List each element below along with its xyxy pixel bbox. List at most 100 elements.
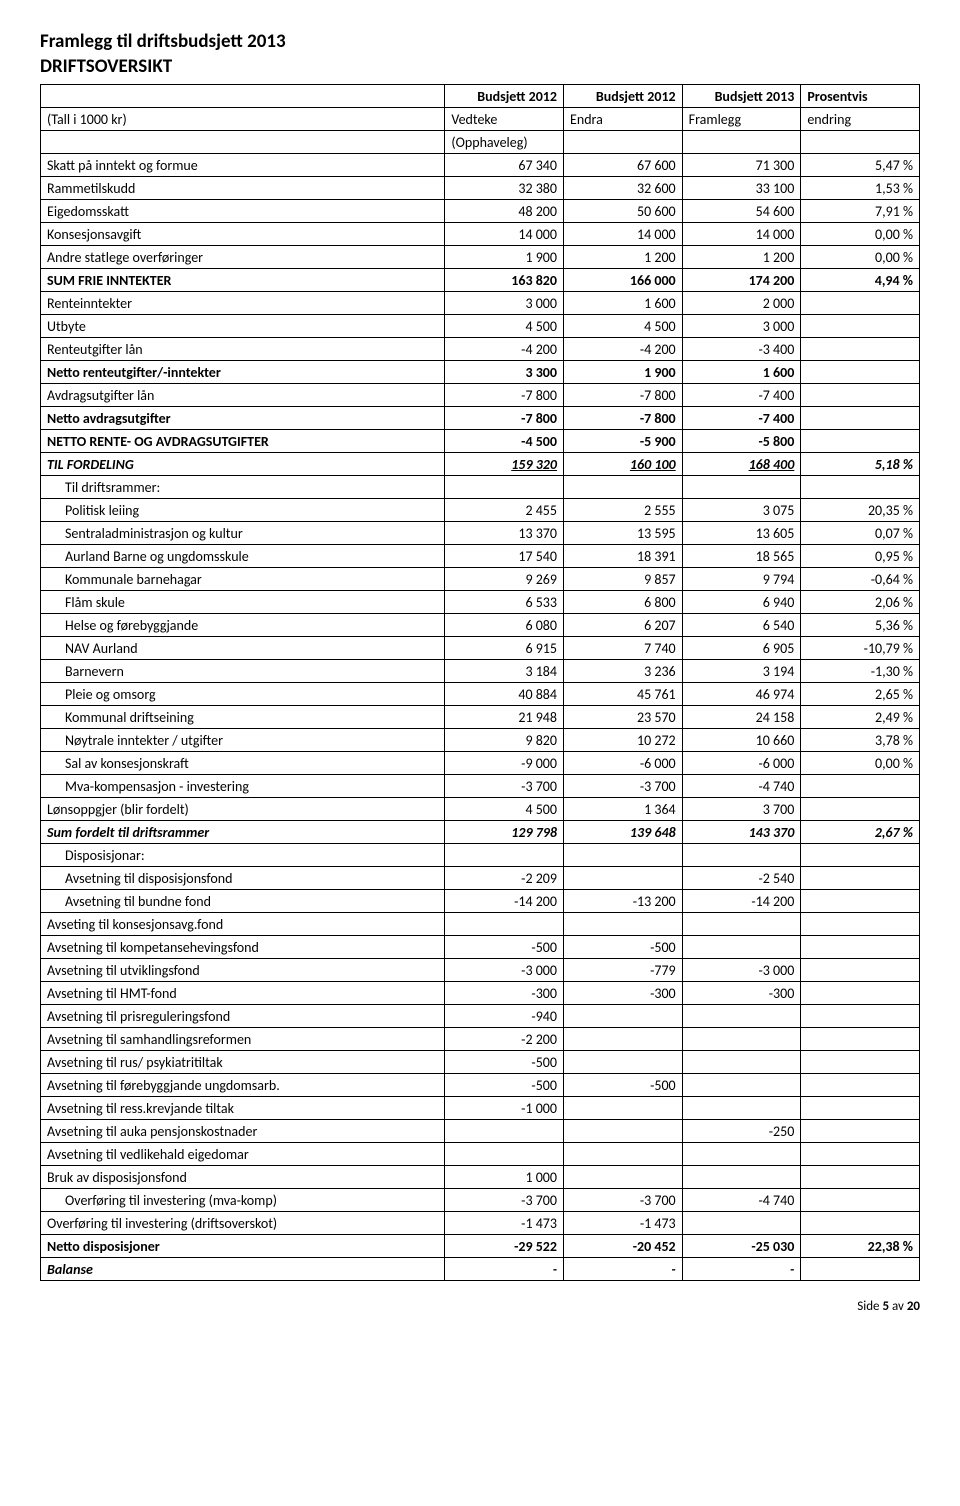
row-c2: 6 800 <box>564 591 683 614</box>
row-c4: 2,06 % <box>801 591 920 614</box>
row-c3 <box>682 1166 801 1189</box>
row-c2: 67 600 <box>564 154 683 177</box>
row-c3: -7 400 <box>682 407 801 430</box>
table-row: Overføring til investering (driftsoversk… <box>41 1212 920 1235</box>
row-c4 <box>801 430 920 453</box>
row-c1: -500 <box>445 1051 564 1074</box>
row-c3: 1 200 <box>682 246 801 269</box>
row-c3: -4 740 <box>682 1189 801 1212</box>
row-c1 <box>445 1120 564 1143</box>
table-row: Barnevern3 1843 2363 194-1,30 % <box>41 660 920 683</box>
row-c3: 3 075 <box>682 499 801 522</box>
table-row: Kommunal driftseining21 94823 57024 1582… <box>41 706 920 729</box>
row-label: Avsetning til ress.krevjande tiltak <box>41 1097 445 1120</box>
row-label: Renteutgifter lån <box>41 338 445 361</box>
row-c4: 1,53 % <box>801 177 920 200</box>
row-label: Konsesjonsavgift <box>41 223 445 246</box>
row-c4 <box>801 936 920 959</box>
row-c2: 1 600 <box>564 292 683 315</box>
row-label: Overføring til investering (mva-komp) <box>41 1189 445 1212</box>
table-row: Pleie og omsorg40 88445 76146 9742,65 % <box>41 683 920 706</box>
row-c3: -2 540 <box>682 867 801 890</box>
row-c2: 160 100 <box>564 453 683 476</box>
row-label: Avsetning til kompetansehevingsfond <box>41 936 445 959</box>
row-c4: 0,95 % <box>801 545 920 568</box>
table-row: Kommunale barnehagar9 2699 8579 794-0,64… <box>41 568 920 591</box>
row-c1 <box>445 913 564 936</box>
row-label: Pleie og omsorg <box>41 683 445 706</box>
table-row: Avsetning til rus/ psykiatritiltak-500 <box>41 1051 920 1074</box>
row-c1: 14 000 <box>445 223 564 246</box>
row-c3 <box>682 1212 801 1235</box>
row-c3: -4 740 <box>682 775 801 798</box>
row-label: NAV Aurland <box>41 637 445 660</box>
row-c2: -300 <box>564 982 683 1005</box>
row-c4 <box>801 1120 920 1143</box>
table-row: Avsetning til kompetansehevingsfond-500-… <box>41 936 920 959</box>
row-c4: 0,00 % <box>801 752 920 775</box>
row-c3 <box>682 476 801 499</box>
row-c2 <box>564 476 683 499</box>
row-c3: 14 000 <box>682 223 801 246</box>
row-c1: 40 884 <box>445 683 564 706</box>
table-row: Sal av konsesjonskraft-9 000-6 000-6 000… <box>41 752 920 775</box>
table-row: Overføring til investering (mva-komp)-3 … <box>41 1189 920 1212</box>
table-row: Nøytrale inntekter / utgifter9 82010 272… <box>41 729 920 752</box>
row-c1: -500 <box>445 1074 564 1097</box>
row-c4 <box>801 1143 920 1166</box>
row-c1 <box>445 844 564 867</box>
row-c4: -0,64 % <box>801 568 920 591</box>
row-c2: 50 600 <box>564 200 683 223</box>
row-c1: 13 370 <box>445 522 564 545</box>
row-c4 <box>801 890 920 913</box>
row-c4 <box>801 1212 920 1235</box>
table-row: NAV Aurland6 9157 7406 905-10,79 % <box>41 637 920 660</box>
sub-c1: Vedteke <box>445 108 564 131</box>
row-c1: 2 455 <box>445 499 564 522</box>
row-label: Helse og førebyggjande <box>41 614 445 637</box>
table-row: Aurland Barne og ungdomsskule17 54018 39… <box>41 545 920 568</box>
row-c1: -940 <box>445 1005 564 1028</box>
row-c4 <box>801 384 920 407</box>
row-c3: -3 400 <box>682 338 801 361</box>
row-c3: 3 194 <box>682 660 801 683</box>
row-c3: 143 370 <box>682 821 801 844</box>
table-row: Avdragsutgifter lån-7 800-7 800-7 400 <box>41 384 920 407</box>
row-c4 <box>801 959 920 982</box>
row-label: Flåm skule <box>41 591 445 614</box>
row-c2: -13 200 <box>564 890 683 913</box>
row-c1: -9 000 <box>445 752 564 775</box>
row-c4: 2,49 % <box>801 706 920 729</box>
row-label: SUM FRIE INNTEKTER <box>41 269 445 292</box>
row-c4: 3,78 % <box>801 729 920 752</box>
row-c4 <box>801 407 920 430</box>
row-c1: 67 340 <box>445 154 564 177</box>
row-c2: -20 452 <box>564 1235 683 1258</box>
row-c4 <box>801 315 920 338</box>
row-c4 <box>801 867 920 890</box>
row-c3: 54 600 <box>682 200 801 223</box>
row-c2: -7 800 <box>564 407 683 430</box>
row-c3: 6 540 <box>682 614 801 637</box>
row-c1: 9 269 <box>445 568 564 591</box>
row-c1: 9 820 <box>445 729 564 752</box>
row-label: Rammetilskudd <box>41 177 445 200</box>
row-c3 <box>682 1143 801 1166</box>
row-c3 <box>682 936 801 959</box>
row-c2 <box>564 1143 683 1166</box>
table-row: Mva-kompensasjon - investering-3 700-3 7… <box>41 775 920 798</box>
row-c1: -2 200 <box>445 1028 564 1051</box>
row-label: Avsetning til førebyggjande ungdomsarb. <box>41 1074 445 1097</box>
opph-c2 <box>564 131 683 154</box>
row-c3 <box>682 1097 801 1120</box>
row-c4 <box>801 1166 920 1189</box>
row-c2: 3 236 <box>564 660 683 683</box>
row-c1: 3 184 <box>445 660 564 683</box>
row-c3: -300 <box>682 982 801 1005</box>
row-label: Avsetning til prisreguleringsfond <box>41 1005 445 1028</box>
sub-label: (Tall i 1000 kr) <box>41 108 445 131</box>
opph-c3 <box>682 131 801 154</box>
row-label: Sentraladministrasjon og kultur <box>41 522 445 545</box>
row-c3: 71 300 <box>682 154 801 177</box>
row-c3: 6 905 <box>682 637 801 660</box>
